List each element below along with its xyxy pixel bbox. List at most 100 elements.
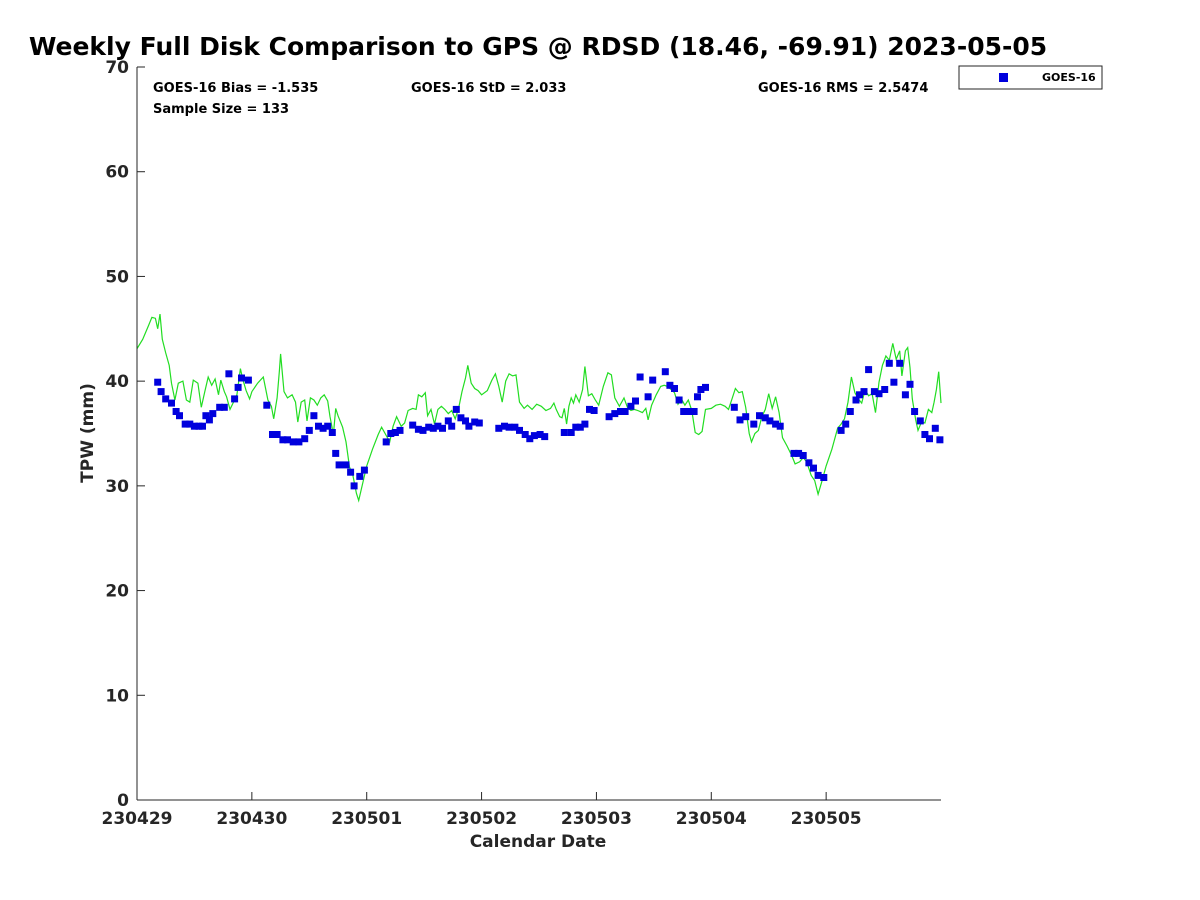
goes16-data-point <box>530 432 538 440</box>
y-tick-label: 20 <box>105 582 129 602</box>
goes16-data-point <box>391 429 399 436</box>
goes16-data-point <box>901 391 909 399</box>
goes16-data-point <box>526 435 534 443</box>
goes16-data-point <box>342 461 350 469</box>
stat-sample-size: Sample Size = 133 <box>153 102 289 117</box>
goes16-data-point <box>865 366 873 374</box>
goes16-data-point <box>881 386 889 393</box>
goes16-data-point <box>319 424 327 432</box>
goes16-data-point <box>702 383 709 391</box>
goes16-data-point <box>425 423 433 431</box>
goes16-data-point <box>567 429 575 436</box>
goes16-data-point <box>419 426 427 434</box>
goes16-data-point <box>776 422 784 430</box>
goes16-data-point <box>176 412 183 420</box>
goes16-marker-layer <box>154 359 944 490</box>
goes16-data-point <box>181 420 189 428</box>
goes16-data-point <box>671 385 678 392</box>
goes16-data-point <box>799 452 807 459</box>
goes16-data-point <box>475 419 483 427</box>
goes16-data-point <box>690 408 698 415</box>
goes16-data-point <box>649 376 657 384</box>
goes16-data-point <box>870 388 878 396</box>
goes16-data-point <box>694 393 701 401</box>
x-tick-label: 230505 <box>791 809 862 829</box>
goes16-data-point <box>860 388 868 396</box>
y-tick-label: 70 <box>105 58 129 78</box>
goes16-data-point <box>936 436 944 444</box>
goes16-data-point <box>617 408 624 415</box>
goes16-data-point <box>661 368 669 376</box>
goes16-data-point <box>885 359 893 367</box>
x-tick-label: 230429 <box>102 809 173 829</box>
goes16-data-point <box>756 412 763 420</box>
x-tick-label: 230504 <box>676 809 747 829</box>
stat-bias: GOES-16 Bias = -1.535 <box>153 81 318 96</box>
legend-label-goes16: GOES-16 <box>1042 71 1096 84</box>
goes16-data-point <box>429 424 437 432</box>
goes16-data-point <box>846 408 854 415</box>
goes16-data-point <box>541 433 549 441</box>
goes16-data-point <box>279 436 287 444</box>
goes16-data-point <box>269 431 276 438</box>
goes16-data-point <box>772 420 780 428</box>
goes16-data-point <box>328 429 336 436</box>
goes16-data-point <box>697 386 705 393</box>
goes16-data-point <box>906 380 914 388</box>
goes16-data-point <box>856 391 863 399</box>
goes16-data-point <box>273 431 281 438</box>
goes16-data-point <box>666 381 674 389</box>
goes16-data-point <box>621 408 629 415</box>
goes16-data-point <box>157 388 165 396</box>
x-tick-label: 230430 <box>216 809 287 829</box>
y-tick-label: 0 <box>117 791 129 811</box>
goes16-data-point <box>301 435 309 443</box>
goes16-data-point <box>199 422 206 430</box>
goes16-data-point <box>814 471 822 479</box>
goes16-data-point <box>576 423 584 431</box>
stat-rms: GOES-16 RMS = 2.5474 <box>758 81 928 96</box>
goes16-data-point <box>560 429 568 436</box>
goes16-data-point <box>636 373 644 381</box>
goes16-data-point <box>335 461 343 469</box>
goes16-data-point <box>238 374 245 382</box>
goes16-data-point <box>231 395 239 403</box>
goes16-data-point <box>382 438 390 446</box>
goes16-data-point <box>536 431 544 438</box>
goes16-data-point <box>315 422 322 430</box>
legend-box <box>958 65 1103 90</box>
goes16-data-point <box>234 383 242 391</box>
goes16-data-point <box>465 422 473 430</box>
goes16-data-point <box>761 414 769 422</box>
goes16-data-point <box>305 426 313 434</box>
goes16-data-point <box>730 403 738 411</box>
goes16-data-point <box>284 436 291 444</box>
stat-std: GOES-16 StD = 2.033 <box>411 81 566 96</box>
goes16-data-point <box>766 417 774 425</box>
goes16-data-point <box>627 402 635 410</box>
goes16-data-point <box>501 422 508 430</box>
goes16-data-point <box>324 422 332 430</box>
goes16-data-point <box>205 416 213 424</box>
goes16-data-point <box>605 413 613 421</box>
goes16-data-point <box>462 417 469 425</box>
goes16-data-point <box>750 420 758 428</box>
goes16-data-point <box>890 378 898 386</box>
goes16-data-point <box>162 395 170 403</box>
goes16-data-point <box>790 449 798 457</box>
goes16-data-point <box>505 423 513 431</box>
goes16-data-point <box>581 420 589 428</box>
goes16-data-point <box>396 426 404 434</box>
goes16-data-point <box>244 376 252 384</box>
y-tick-label: 30 <box>105 477 129 497</box>
goes16-data-point <box>356 472 364 480</box>
goes16-data-point <box>225 370 233 378</box>
goes16-data-point <box>572 423 580 431</box>
goes16-data-point <box>896 359 904 367</box>
goes16-data-point <box>471 418 479 426</box>
y-tick-label: 40 <box>105 372 129 392</box>
goes16-data-point <box>310 412 318 420</box>
goes16-data-point <box>590 407 598 414</box>
goes16-data-point <box>444 417 452 425</box>
